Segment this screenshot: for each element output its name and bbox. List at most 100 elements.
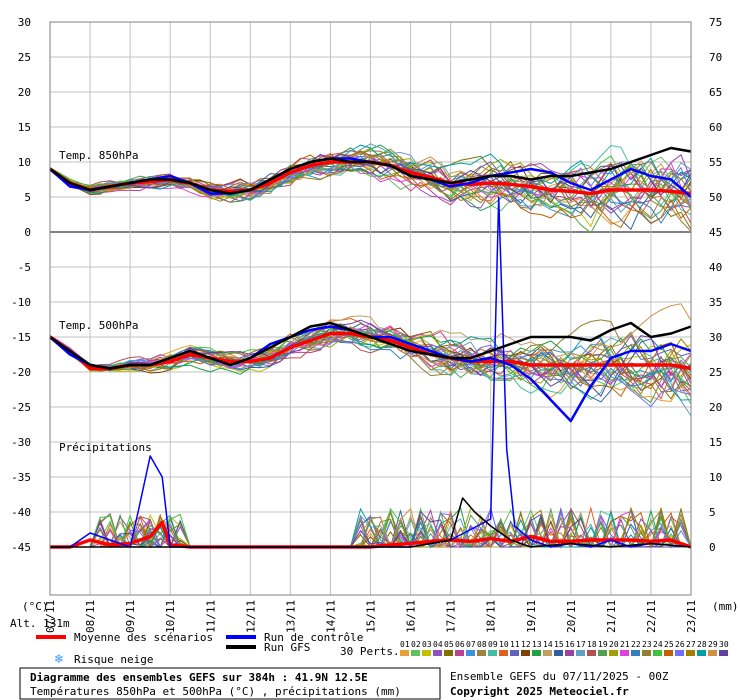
copyright: Copyright 2025 Meteociel.fr: [450, 685, 629, 698]
pert-legend-number: 04: [433, 640, 443, 649]
pert-legend-swatch: [455, 650, 464, 656]
pert-legend-number: 24: [653, 640, 663, 649]
pert-legend-number: 02: [411, 640, 421, 649]
series-precip-2: [50, 520, 692, 549]
legend-gfs-label: Run GFS: [264, 641, 310, 654]
x-tick-label: 10/11: [164, 600, 177, 633]
pert-legend-number: 26: [675, 640, 685, 649]
y-right-tick-label: 20: [709, 401, 722, 414]
pert-legend-swatch: [400, 650, 409, 656]
y-left-unit: (°C): [22, 600, 49, 613]
pert-legend-number: 01: [400, 640, 410, 649]
pert-legend-number: 12: [521, 640, 531, 649]
run-info: Ensemble GEFS du 07/11/2025 - 00Z: [450, 670, 669, 683]
pert-legend-swatch: [576, 650, 585, 656]
pert-legend-swatch: [433, 650, 442, 656]
label-t850: Temp. 850hPa: [59, 149, 138, 162]
series-precip-8: [50, 497, 692, 548]
pert-legend-number: 25: [664, 640, 674, 649]
y-left-tick-label: -5: [18, 261, 31, 274]
x-tick-label: 23/11: [685, 600, 698, 633]
pert-legend-swatch: [587, 650, 596, 656]
pert-legend-number: 09: [488, 640, 498, 649]
label-t500: Temp. 500hPa: [59, 319, 138, 332]
label-precip: Précipitations: [59, 441, 152, 454]
pert-legend-number: 18: [587, 640, 597, 649]
pert-legend-swatch: [411, 650, 420, 656]
pert-legend-swatch: [532, 650, 541, 656]
chart-title: Diagramme des ensembles GEFS sur 384h : …: [30, 671, 368, 684]
altitude-label: Alt. 131m: [10, 617, 70, 630]
y-right-tick-label: 55: [709, 156, 722, 169]
pert-legend-number: 11: [510, 640, 520, 649]
x-tick-label: 16/11: [405, 600, 418, 633]
x-tick-label: 12/11: [244, 600, 257, 633]
pert-legend-swatch: [642, 650, 651, 656]
pert-line-t850: [49, 144, 692, 195]
y-left-tick-label: 15: [18, 121, 31, 134]
pert-legend-swatch: [697, 650, 706, 656]
legend-perts-label: 30 Perts.: [340, 645, 400, 658]
pert-legend-swatch: [708, 650, 717, 656]
pert-line-t850: [49, 153, 692, 197]
pert-legend-swatch: [554, 650, 563, 656]
pert-legend-number: 23: [642, 640, 652, 649]
y-right-tick-label: 25: [709, 366, 722, 379]
y-right-tick-label: 65: [709, 86, 722, 99]
pert-legend-swatch: [444, 650, 453, 656]
pert-legend-swatch: [719, 650, 728, 656]
pert-legend-number: 17: [576, 640, 586, 649]
x-tick-label: 14/11: [324, 600, 337, 633]
y-left-ticks: 30 25 20 15 10 5 0 -5 -10 -15 -20 -25 -30 -35 -40 -45: [11, 16, 31, 554]
x-tick-label: 21/11: [605, 600, 618, 633]
y-right-tick-label: 50: [709, 191, 722, 204]
pert-legend-number: 22: [631, 640, 641, 649]
pert-legend-number: 30: [719, 640, 729, 649]
x-tick-label: 09/11: [124, 600, 137, 633]
y-right-tick-label: 5: [709, 506, 716, 519]
y-right-tick-label: 30: [709, 331, 722, 344]
pert-legend-swatch: [620, 650, 629, 656]
y-left-tick-label: 20: [18, 86, 31, 99]
x-tick-label: 08/11: [84, 600, 97, 633]
pert-legend-swatch: [477, 650, 486, 656]
pert-legend-swatch: [686, 650, 695, 656]
y-right-tick-label: 15: [709, 436, 722, 449]
pert-legend-swatch: [631, 650, 640, 656]
pert-legend-number: 21: [620, 640, 630, 649]
series-t850-6: [49, 146, 692, 195]
y-right-tick-label: 75: [709, 16, 722, 29]
pert-legend-number: 10: [499, 640, 509, 649]
x-tick-label: 13/11: [284, 600, 297, 633]
y-left-tick-label: -15: [11, 331, 31, 344]
pert-legend-swatch: [664, 650, 673, 656]
legend: Moyenne des scénarios Run de contrôle Ru…: [36, 631, 729, 666]
pert-legend-number: 14: [543, 640, 553, 649]
y-right-tick-label: 0: [709, 541, 716, 554]
pert-legend-number: 19: [598, 640, 608, 649]
y-right-tick-label: 70: [709, 51, 722, 64]
x-tick-label: 15/11: [365, 600, 378, 633]
pert-legend-number: 15: [554, 640, 564, 649]
y-right-tick-label: 60: [709, 121, 722, 134]
pert-legend-swatch: [565, 650, 574, 656]
pert-legend-number: 08: [477, 640, 487, 649]
pert-legend-number: 29: [708, 640, 718, 649]
grid: [49, 21, 692, 595]
pert-legend-number: 06: [455, 640, 465, 649]
pert-legend-swatch: [675, 650, 684, 656]
pert-legend-swatch: [653, 650, 662, 656]
x-tick-label: 22/11: [645, 600, 658, 633]
series-t500-7: [49, 321, 692, 370]
y-left-tick-label: 10: [18, 156, 31, 169]
y-right-tick-label: 45: [709, 226, 722, 239]
y-left-tick-label: -10: [11, 296, 31, 309]
pert-legend-swatch: [422, 650, 431, 656]
pert-legend-number: 20: [609, 640, 619, 649]
y-left-tick-label: 30: [18, 16, 31, 29]
pert-legend-swatch: [488, 650, 497, 656]
x-tick-label: 11/11: [204, 600, 217, 633]
pert-line-t850: [49, 152, 692, 216]
chart-subtitle: Températures 850hPa et 500hPa (°C) , pré…: [30, 685, 401, 698]
